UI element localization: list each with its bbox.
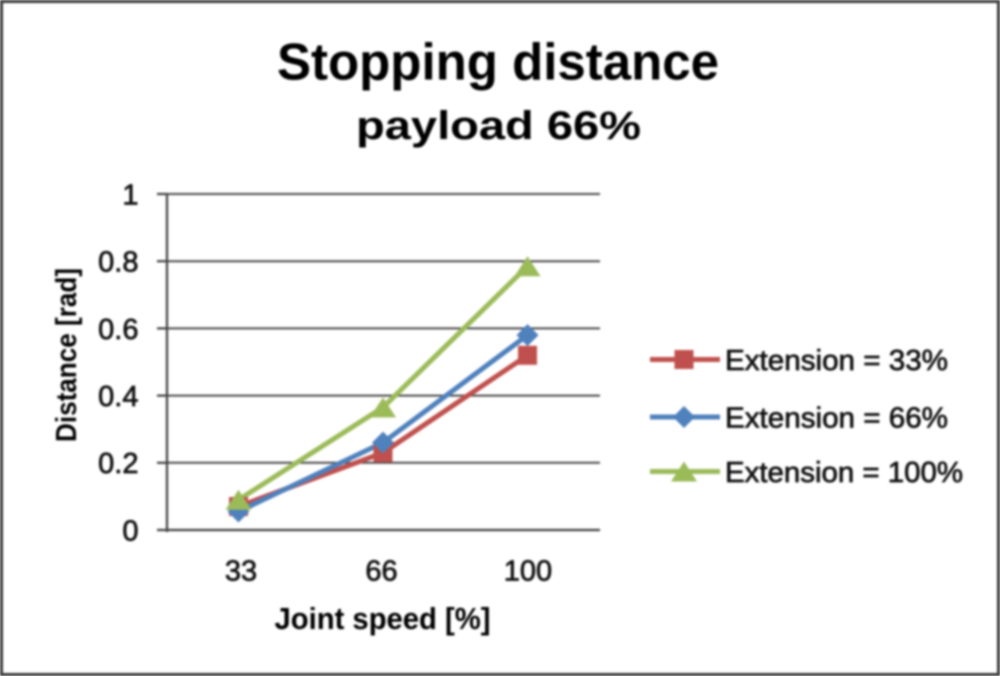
svg-text:0: 0 <box>122 515 138 547</box>
svg-text:0.8: 0.8 <box>98 247 138 279</box>
svg-text:100: 100 <box>504 556 552 588</box>
svg-text:33: 33 <box>225 556 257 588</box>
svg-text:0.2: 0.2 <box>98 448 138 480</box>
svg-text:Joint speed [%]: Joint speed [%] <box>275 601 491 636</box>
svg-text:66: 66 <box>365 556 397 588</box>
svg-text:1: 1 <box>122 179 138 211</box>
svg-text:0.4: 0.4 <box>98 381 138 413</box>
svg-text:0.6: 0.6 <box>98 314 138 346</box>
svg-text:payload 66%: payload 66% <box>356 104 641 148</box>
svg-text:Extension = 100%: Extension = 100% <box>725 457 963 489</box>
svg-text:Extension = 66%: Extension = 66% <box>725 403 948 435</box>
svg-text:Stopping distance: Stopping distance <box>277 34 719 92</box>
svg-text:Extension = 33%: Extension = 33% <box>725 345 948 377</box>
svg-text:Distance [rad]: Distance [rad] <box>51 268 83 442</box>
